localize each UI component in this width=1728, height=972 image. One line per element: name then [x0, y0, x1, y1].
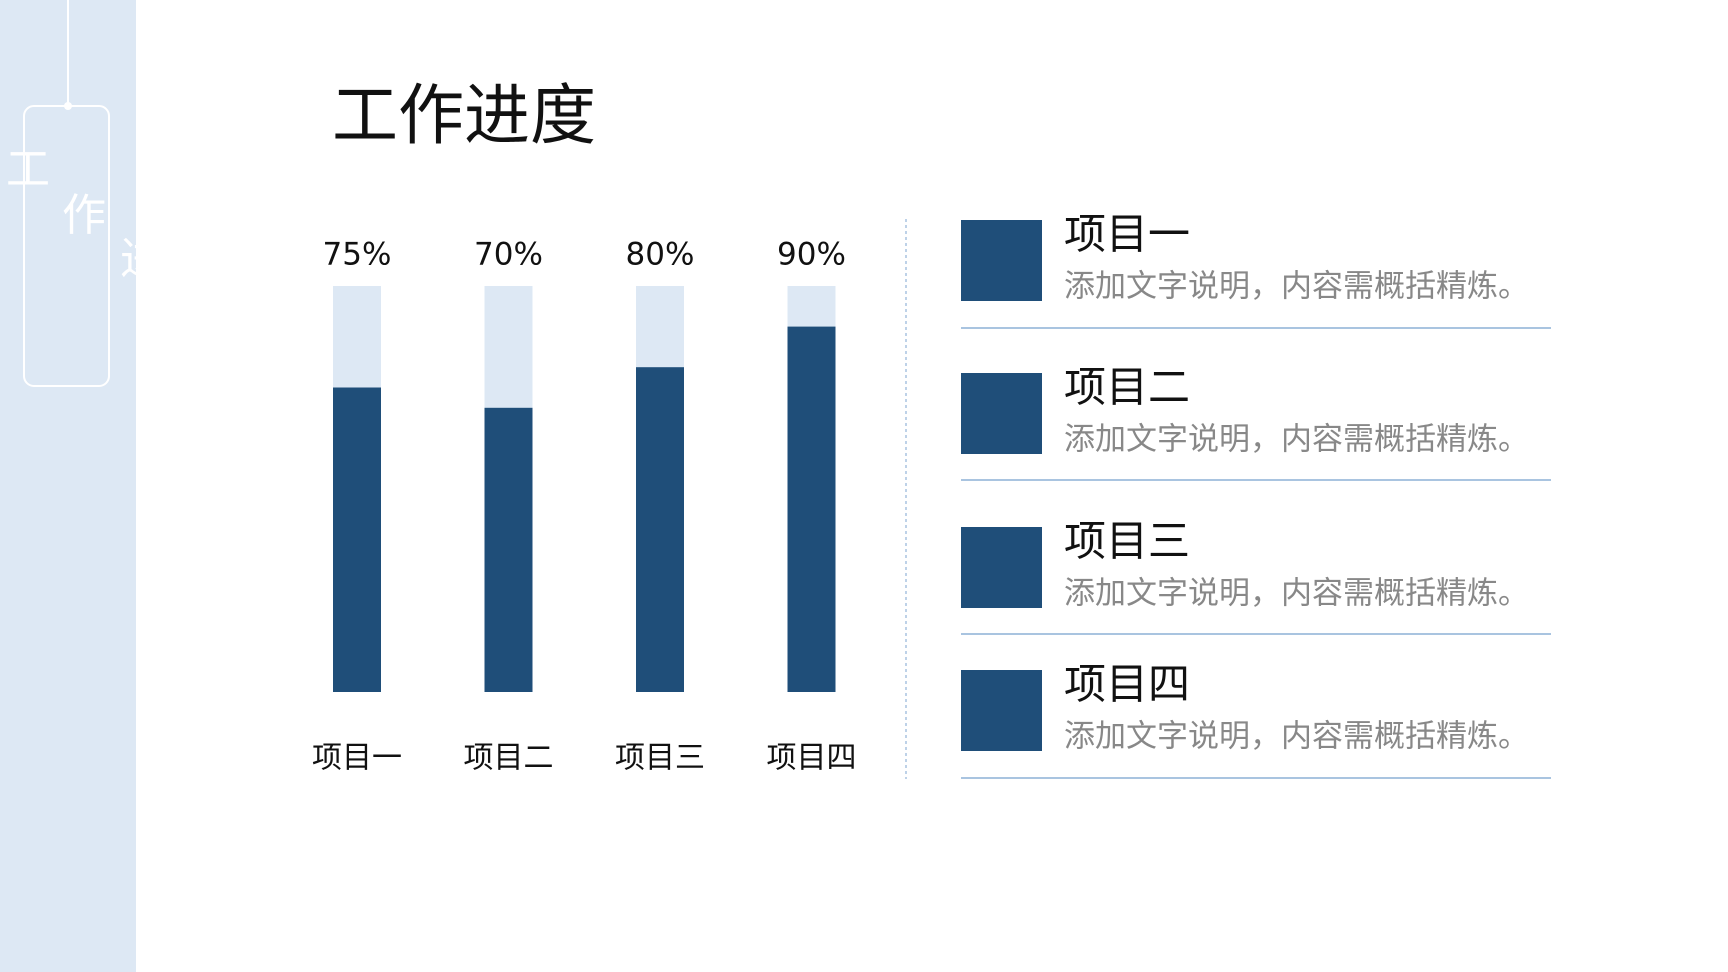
- x-tick-label: 项目三: [615, 741, 705, 776]
- tag-char: 作: [62, 190, 106, 241]
- bar: [484, 407, 533, 692]
- x-tick-label: 项目一: [312, 741, 402, 776]
- tag-text: 工作进: [6, 144, 164, 285]
- tag-char: 工: [6, 144, 50, 195]
- x-tick-label: 项目二: [464, 741, 554, 776]
- item-icon: [961, 220, 1042, 301]
- value-label: 75%: [323, 237, 392, 273]
- value-label: 80%: [626, 237, 695, 273]
- item-icon: [961, 373, 1042, 454]
- item-icon: [961, 527, 1042, 608]
- value-label: 90%: [777, 237, 846, 273]
- item-text: 添加文字说明，内容需概括精炼。: [1064, 719, 1529, 755]
- item-text: 添加文字说明，内容需概括精炼。: [1064, 576, 1529, 612]
- item-label: 项目三: [1064, 517, 1190, 566]
- item-label: 项目四: [1064, 660, 1190, 709]
- item-text: 添加文字说明，内容需概括精炼。: [1064, 422, 1529, 458]
- tag-char: 进: [120, 234, 164, 285]
- side-strip: [0, 0, 136, 972]
- item-label: 项目二: [1064, 363, 1190, 412]
- item-list: 项目一添加文字说明，内容需概括精炼。项目二添加文字说明，内容需概括精炼。项目三添…: [961, 210, 1551, 779]
- value-label: 70%: [474, 237, 543, 273]
- chart: 75% 项目一 70% 项目二 80% 项目三 90% 项目四: [312, 237, 857, 776]
- item-label: 项目一: [1064, 210, 1190, 259]
- bar: [787, 326, 836, 692]
- title: 工作进度: [332, 77, 596, 154]
- tag: [23, 105, 110, 387]
- x-tick-label: 项目四: [767, 741, 857, 776]
- bar: [636, 367, 684, 692]
- item-icon: [961, 670, 1042, 751]
- item-text: 添加文字说明，内容需概括精炼。: [1064, 269, 1529, 305]
- bar: [333, 387, 381, 692]
